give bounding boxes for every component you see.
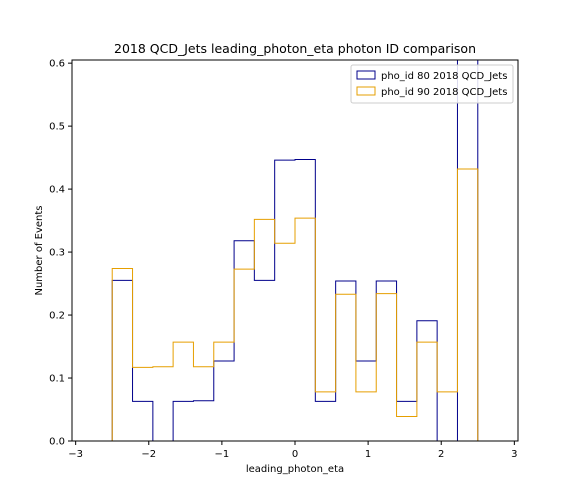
x-axis: −3 −2 −1 0 1 2 3 — [68, 441, 518, 460]
legend-swatch-2 — [356, 86, 376, 96]
x-tick-label: 3 — [511, 449, 517, 460]
chart-title: 2018 QCD_Jets leading_photon_eta photon … — [114, 41, 476, 56]
series-line-1 — [111, 60, 479, 441]
x-tick-label: 1 — [365, 449, 371, 460]
series-line-2 — [111, 168, 479, 441]
series-layer — [111, 60, 479, 441]
legend-label-1: pho_id 80 2018 QCD_Jets — [381, 71, 507, 82]
x-tick-label: −2 — [141, 449, 156, 460]
y-axis: 0.0 0.1 0.2 0.3 0.4 0.5 0.6 — [49, 59, 72, 448]
y-tick-label: 0.0 — [49, 437, 65, 448]
x-axis-label: leading_photon_eta — [246, 464, 344, 475]
y-tick-label: 0.1 — [49, 374, 65, 385]
y-tick-label: 0.5 — [49, 122, 65, 133]
legend-label-2: pho_id 90 2018 QCD_Jets — [381, 87, 507, 98]
y-tick-label: 0.3 — [49, 248, 65, 259]
y-axis-label: Number of Events — [34, 205, 45, 295]
y-tick-label: 0.6 — [49, 59, 65, 70]
legend: pho_id 80 2018 QCD_Jets pho_id 90 2018 QC… — [350, 64, 514, 104]
legend-box — [350, 64, 514, 104]
x-tick-label: −1 — [215, 449, 230, 460]
x-tick-label: 2 — [438, 449, 444, 460]
x-tick-label: −3 — [68, 449, 83, 460]
x-tick-label: 0 — [292, 449, 298, 460]
y-tick-label: 0.2 — [49, 311, 65, 322]
y-tick-label: 0.4 — [49, 185, 65, 196]
legend-swatch-1 — [356, 70, 376, 80]
